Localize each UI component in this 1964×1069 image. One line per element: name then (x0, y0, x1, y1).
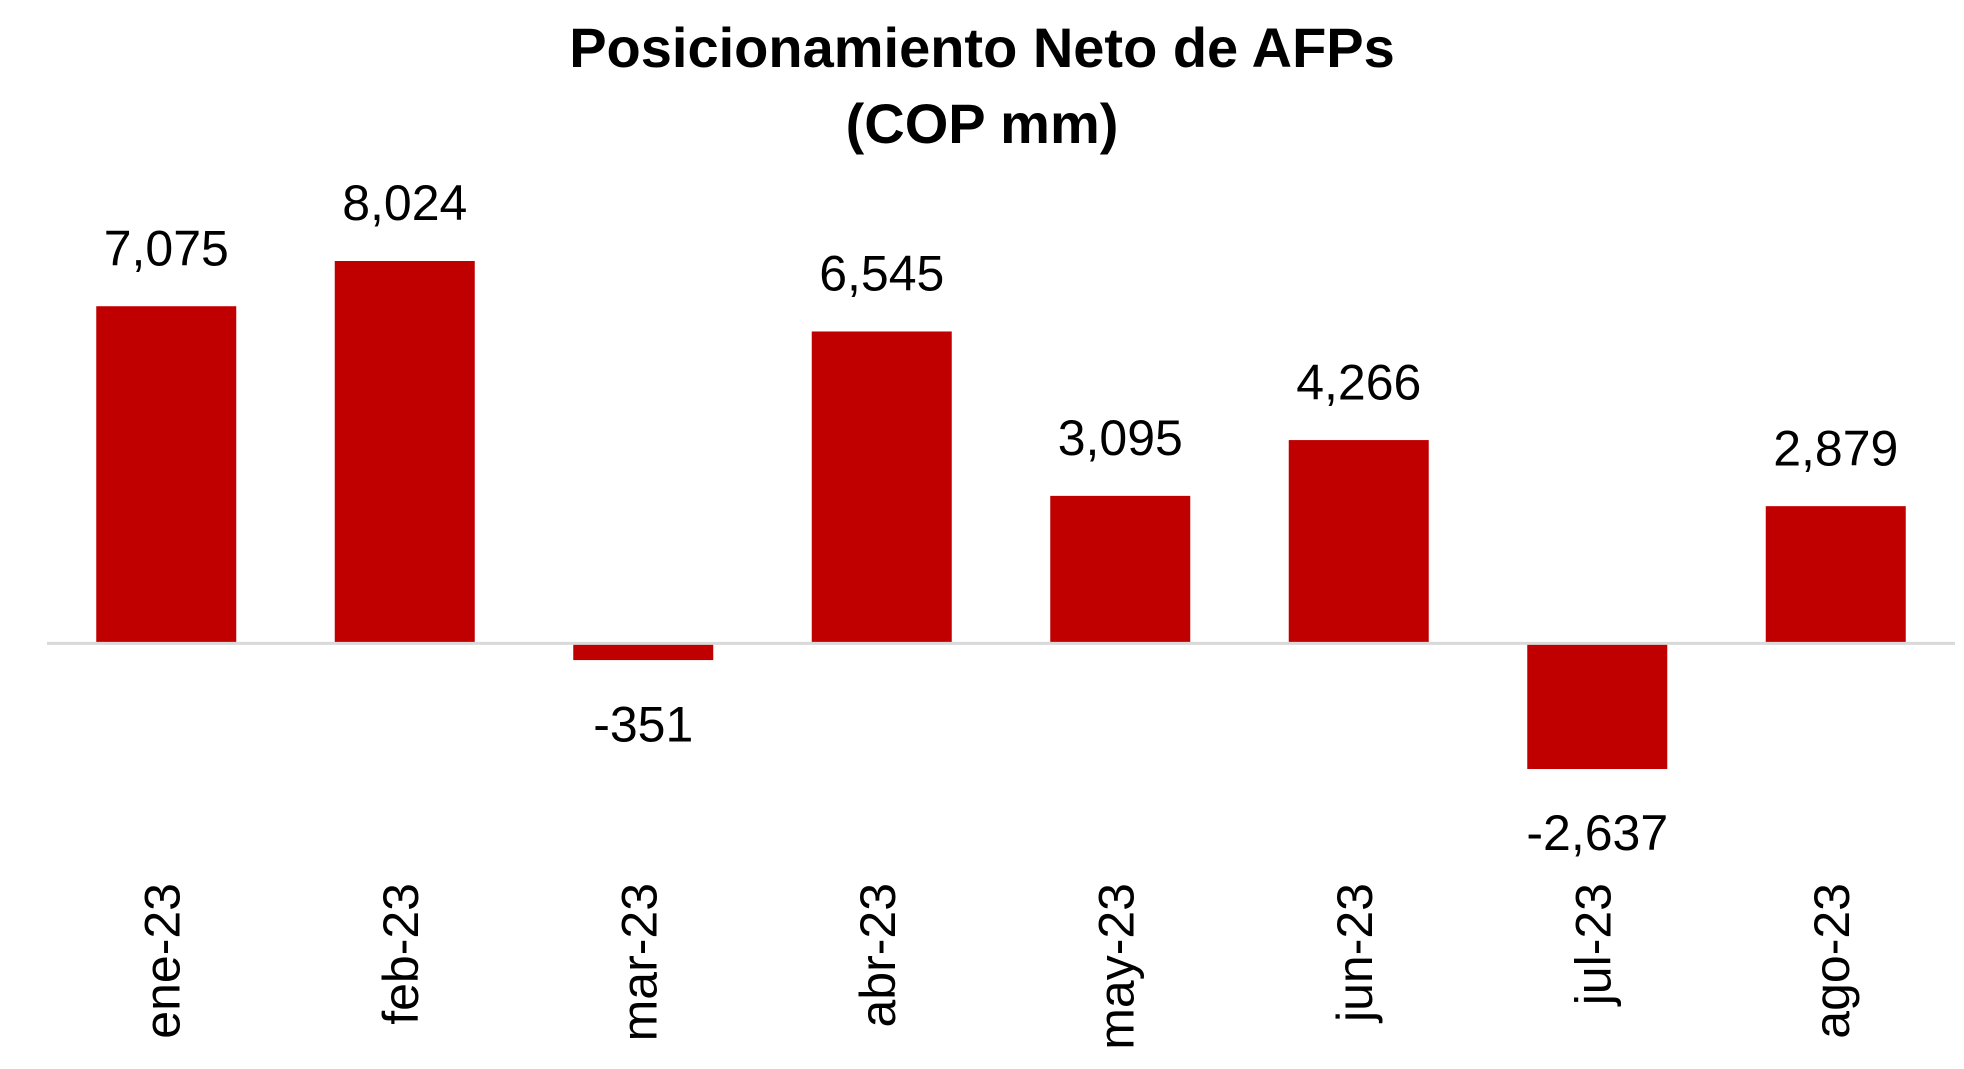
data-label: 6,545 (819, 246, 944, 302)
x-tick-label: ago-23 (1804, 883, 1860, 1039)
bar (811, 331, 952, 644)
bar (334, 261, 475, 644)
chart-title: Posicionamiento Neto de AFPs (COP mm) (569, 16, 1395, 155)
x-tick-label: mar-23 (611, 883, 667, 1041)
x-tick-label: may-23 (1088, 883, 1144, 1050)
bar (573, 643, 714, 661)
x-tick-label: jul-23 (1565, 883, 1621, 1007)
bar (1288, 440, 1429, 644)
bar (1050, 495, 1191, 644)
data-label: 3,095 (1058, 410, 1183, 466)
x-tick-label: feb-23 (373, 883, 429, 1025)
x-tick-label: jun-23 (1327, 883, 1383, 1024)
x-tick-label: abr-23 (850, 883, 906, 1028)
data-label: 7,075 (104, 220, 229, 276)
bar (96, 306, 237, 644)
data-label: -2,637 (1526, 805, 1668, 861)
data-label: 4,266 (1296, 354, 1421, 410)
bar (1527, 643, 1668, 769)
x-tick-label: ene-23 (134, 883, 190, 1039)
data-label: 8,024 (342, 175, 467, 231)
data-label: 2,879 (1773, 420, 1898, 476)
data-label: -351 (593, 696, 693, 752)
bar (1765, 506, 1906, 644)
